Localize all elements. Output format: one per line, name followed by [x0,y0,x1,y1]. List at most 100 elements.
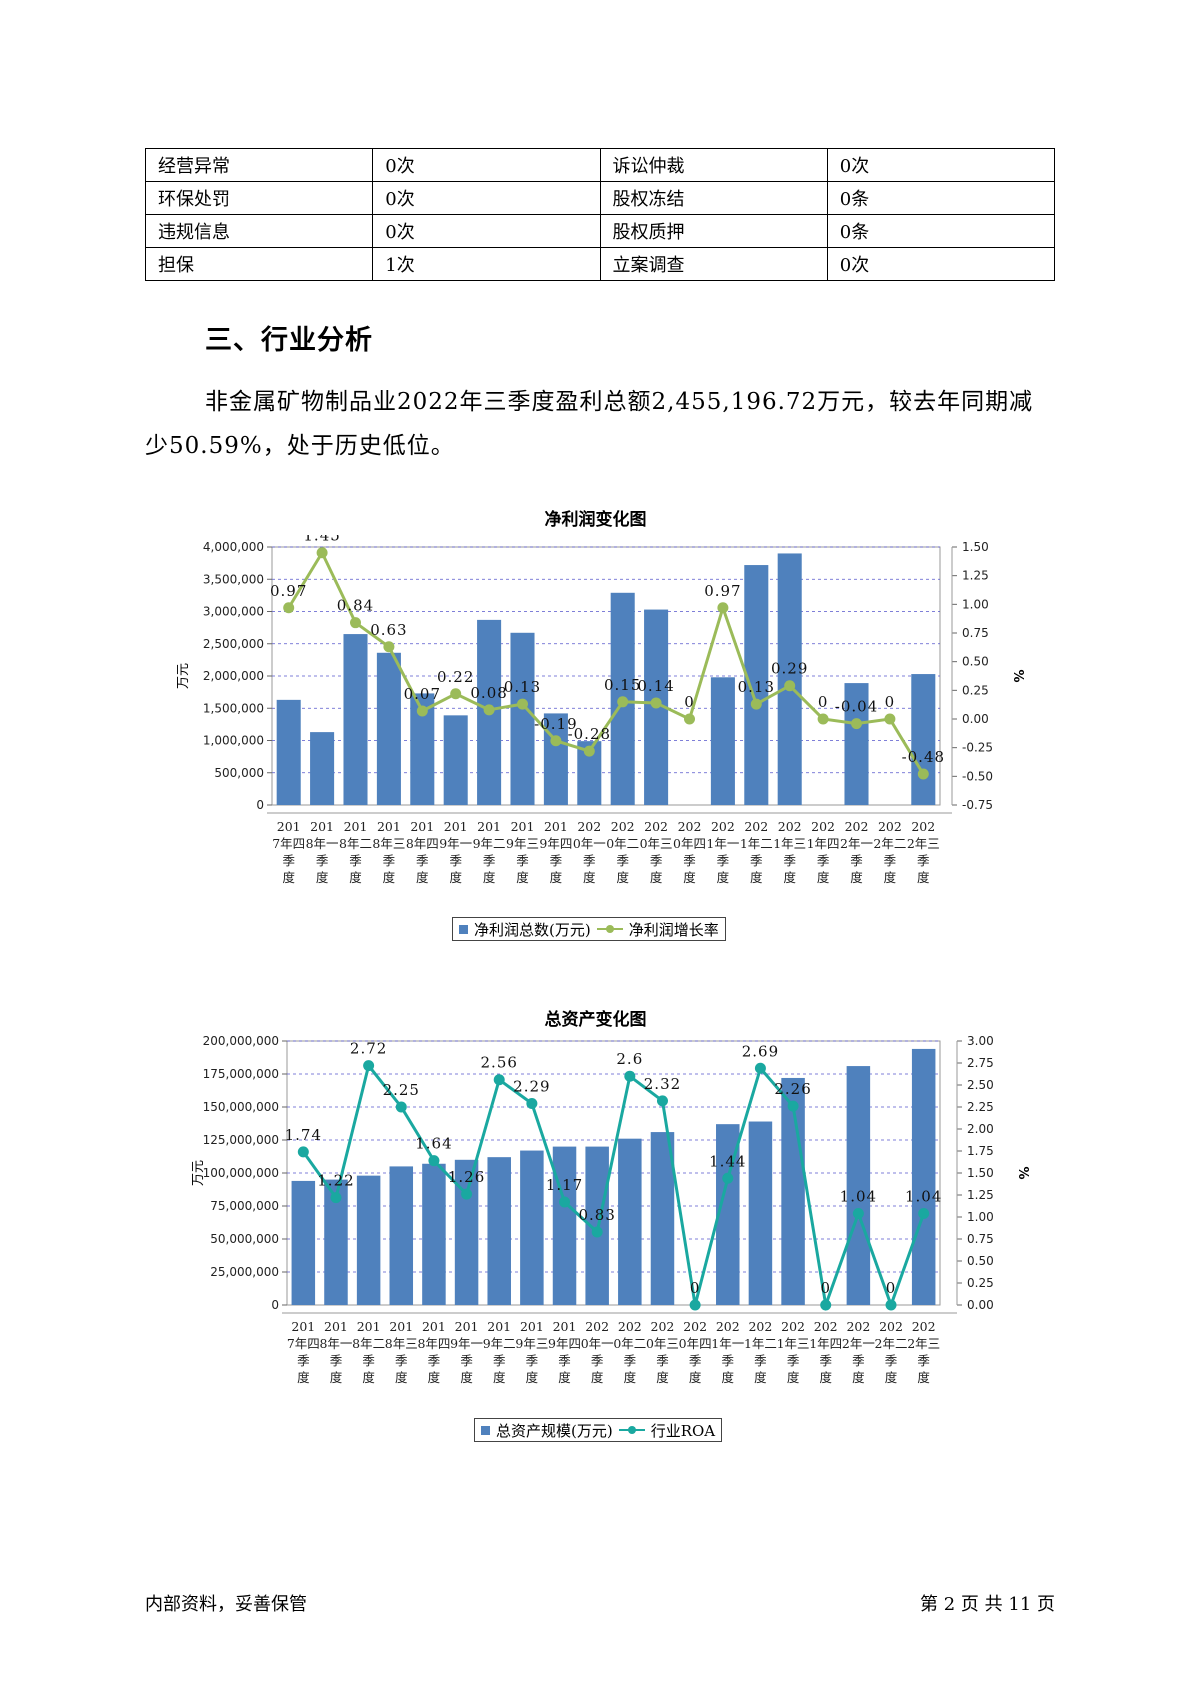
y2-tick-label: 0.00 [962,712,989,726]
bar [844,683,869,805]
x-tick-label: 202 2年三季度 [907,1319,940,1385]
bar-legend-swatch [459,924,468,934]
net-profit-legend: 净利润总数(万元) 净利润增长率 [452,917,726,941]
net-profit-chart: 0 500,000 1,000,000 1,500,000 2,000,000 2,500… [176,535,1025,885]
y-tick-label: 1,500,000 [203,701,264,715]
line-point [624,1070,636,1082]
bar [543,713,568,805]
line-point [918,1207,930,1219]
line-point [493,1074,505,1086]
data-label: 1.45 [303,535,340,545]
x-tick-label: 202 0年二季度 [613,1319,646,1385]
line-point [591,1226,603,1238]
series-line [302,1062,926,1311]
line-point [689,1299,701,1311]
table-cell: 0条 [826,214,1056,248]
line-point [559,1196,571,1208]
line-point [483,704,495,716]
x-tick-label: 201 9年四季度 [539,819,572,885]
y-axis-label: 万元 [176,663,191,689]
data-label: 0 [818,693,829,711]
line-point [650,697,662,709]
table-cell: 0条 [826,181,1056,215]
data-label: 1.04 [840,1187,877,1205]
table-row: 经营异常 0次 诉讼仲裁 0次 [144,148,1056,182]
y2-tick-label: 0.50 [962,655,989,669]
data-label: 0.14 [637,677,674,695]
y2-tick-label: 2.00 [967,1122,994,1136]
chart-title-total-assets: 总资产变化图 [544,1010,647,1030]
y2-tick-label: 2.75 [967,1056,994,1070]
line-point [297,1146,309,1158]
data-label: 0 [885,693,896,711]
line-point [656,1095,668,1107]
line-point [817,713,829,725]
data-label: 1.44 [709,1152,746,1170]
data-label: 2.26 [774,1080,811,1098]
y-tick-label: 3,000,000 [203,605,264,619]
bar [520,1150,544,1305]
table-cell: 诉讼仲裁 [599,148,828,182]
x-tick-label: 202 1年三季度 [773,819,806,885]
line-point [395,1101,407,1113]
x-tick-label: 202 0年四季度 [673,819,706,885]
table-cell: 违规信息 [144,214,374,248]
x-tick-label: 202 0年一季度 [573,819,606,885]
data-label: 0.22 [437,668,474,686]
footer-page-number: 第 2 页 共 11 页 [920,1594,1055,1615]
table-cell: 1次 [372,247,601,281]
data-label: 0.07 [404,685,441,703]
x-tick-label: 202 2年一季度 [842,1319,875,1385]
data-label: 0 [820,1279,831,1297]
line-legend-swatch [596,923,623,935]
line-point [884,713,896,725]
bar [343,634,368,805]
data-label: 2.25 [383,1081,420,1099]
table-row: 违规信息 0次 股权质押 0条 [144,214,1056,248]
x-tick-label: 201 8年四季度 [406,819,439,885]
data-label: 1.26 [448,1168,485,1186]
x-tick-label: 202 1年一季度 [711,1319,744,1385]
y-tick-label: 50,000,000 [210,1232,279,1246]
line-point [450,688,462,700]
bar [487,1157,511,1305]
table-cell: 环保处罚 [144,181,374,215]
table-cell: 经营异常 [144,148,374,182]
table-cell: 担保 [144,247,374,281]
x-tick-label: 202 1年三季度 [777,1319,810,1385]
data-label: 0 [886,1279,897,1297]
line-point [851,718,862,730]
data-label: 1.74 [285,1126,322,1144]
x-tick-label: 202 0年三季度 [640,819,673,885]
table-cell: 0次 [372,148,601,182]
line-point [684,713,695,725]
table-cell: 0次 [372,181,601,215]
x-tick-label: 202 2年二季度 [875,1319,908,1385]
data-label: 0 [690,1279,701,1297]
line-point [583,745,595,757]
table-cell: 0次 [826,148,1056,182]
line-point [416,705,428,717]
y-tick-label: 4,000,000 [203,540,264,554]
series-line [287,549,925,775]
bar [310,732,335,805]
data-label: 2.6 [616,1050,643,1068]
industry-paragraph: 非金属矿物制品业2022年三季度盈利总额2,455,196.72万元，较去年同期… [145,389,1034,459]
footer-confidential: 内部资料，妥善保管 [145,1594,307,1615]
y-axis-label: 万元 [191,1160,206,1186]
legend-bar-label: 总资产规模(万元) [496,1421,613,1440]
x-tick-label: 201 9年三季度 [506,819,539,885]
data-label: -0.28 [568,725,611,743]
x-tick-label: 201 8年二季度 [352,1319,385,1385]
line-legend-swatch [618,1424,645,1436]
bar [618,1138,642,1305]
x-tick-label: 202 1年一季度 [706,819,739,885]
x-tick-label: 201 8年一季度 [306,819,339,885]
line-point [350,617,361,629]
y2-tick-label: 2.25 [967,1100,994,1114]
data-label: 1.04 [905,1187,942,1205]
data-label: 0 [684,693,695,711]
y-tick-label: 2,000,000 [203,669,264,683]
data-label: 2.69 [742,1042,779,1060]
x-tick-label: 201 9年一季度 [450,1319,483,1385]
